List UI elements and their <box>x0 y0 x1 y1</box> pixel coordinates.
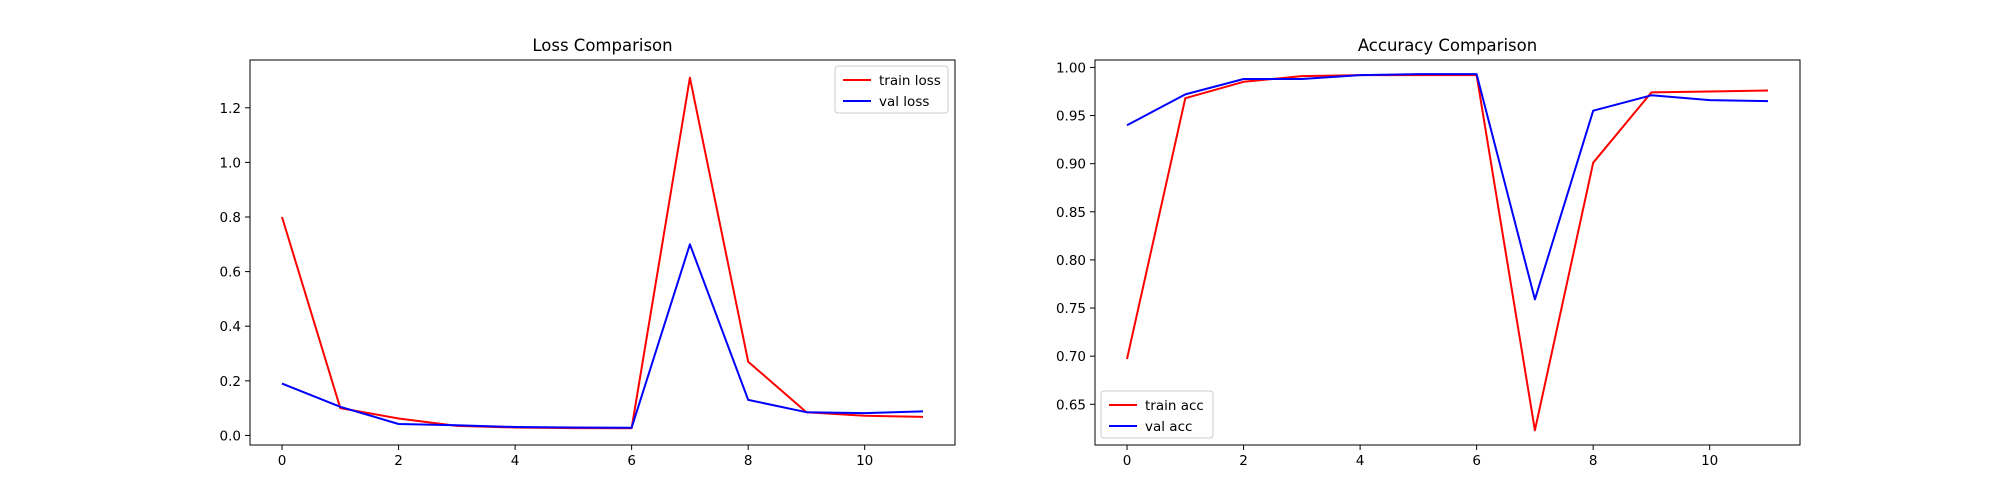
x-tick-label: 0 <box>1123 453 1132 469</box>
x-tick-label: 8 <box>744 453 753 469</box>
x-tick-label: 8 <box>1589 453 1598 469</box>
y-tick-label: 0.4 <box>220 319 241 335</box>
y-tick-label: 0.95 <box>1056 109 1086 125</box>
y-tick-label: 1.00 <box>1056 60 1086 76</box>
x-tick-label: 2 <box>394 453 403 469</box>
x-tick-label: 6 <box>627 453 636 469</box>
series-line-val-loss <box>281 243 924 429</box>
y-tick-label: 0.85 <box>1056 205 1086 221</box>
y-tick-label: 0.2 <box>220 374 241 390</box>
x-tick-label: 2 <box>1239 453 1248 469</box>
x-tick-label: 4 <box>1356 453 1365 469</box>
legend: train acc val acc <box>1100 390 1214 439</box>
x-tick-label: 10 <box>1701 453 1718 469</box>
x-tick-label: 10 <box>856 453 873 469</box>
y-tick-label: 1.2 <box>220 101 241 117</box>
axes-frame <box>1094 59 1801 446</box>
legend-label: train loss <box>879 73 941 89</box>
y-tick-label: 0.6 <box>220 265 241 281</box>
series-line-train-acc <box>1126 74 1769 432</box>
chart-title: Accuracy Comparison <box>1358 36 1537 55</box>
axes-frame <box>249 59 956 446</box>
y-tick-label: 0.80 <box>1056 253 1086 269</box>
chart-title: Loss Comparison <box>532 36 672 55</box>
y-tick-label: 0.75 <box>1056 301 1086 317</box>
y-tick-label: 0.65 <box>1056 397 1086 413</box>
y-tick-label: 0.8 <box>220 210 241 226</box>
x-tick-label: 4 <box>511 453 520 469</box>
legend-label: val loss <box>879 94 929 110</box>
x-tick-label: 0 <box>278 453 287 469</box>
y-tick-label: 1.0 <box>220 155 241 171</box>
y-tick-label: 0.90 <box>1056 157 1086 173</box>
y-tick-label: 0.70 <box>1056 349 1086 365</box>
legend-label: train acc <box>1145 398 1204 414</box>
chart-loss: Loss Comparison 0 2 4 6 8 10 0.0 0.2 0.4 0.6 0.8 1.0… <box>220 36 956 469</box>
series-line-val-acc <box>1126 73 1769 301</box>
legend: train loss val loss <box>834 65 949 114</box>
chart-accuracy: Accuracy Comparison 0 2 4 6 8 10 0.65 0.70 0.75 0.… <box>1056 36 1801 469</box>
x-tick-label: 6 <box>1472 453 1481 469</box>
y-tick-label: 0.0 <box>220 428 241 444</box>
legend-label: val acc <box>1145 419 1192 435</box>
